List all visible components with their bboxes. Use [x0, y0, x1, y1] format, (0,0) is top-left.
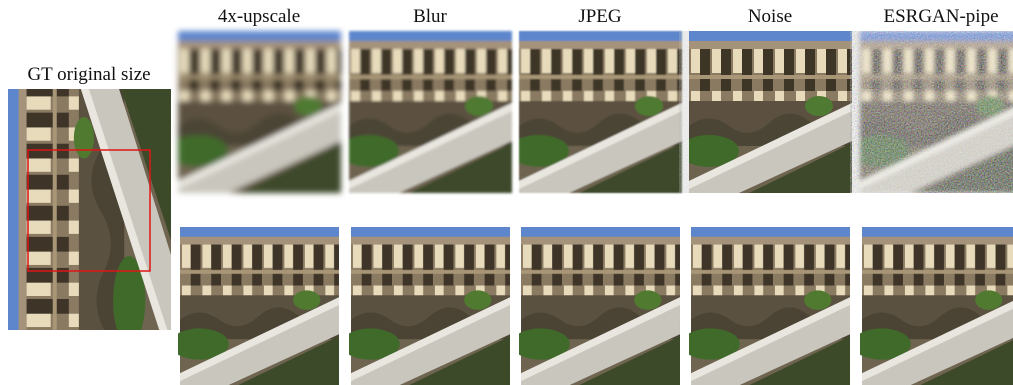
degraded-image [679, 31, 852, 193]
column-label: Blur [413, 6, 447, 27]
restored-image [170, 227, 339, 385]
column-label: Noise [748, 6, 792, 27]
degraded-image [339, 31, 512, 193]
restored-image [852, 227, 1013, 385]
restored-image [341, 227, 510, 385]
restored-image [511, 227, 680, 385]
gt-image [8, 89, 171, 345]
degraded-image [168, 31, 341, 193]
column-label: ESRGAN-pipe [883, 6, 998, 27]
column-label: 4x-upscale [218, 6, 300, 27]
figure: GT original size 4x-upscale Blur JPEG Noise… [0, 0, 1013, 385]
degraded-image [509, 31, 682, 193]
column-label: JPEG [578, 6, 622, 27]
degraded-image [850, 31, 1013, 193]
columns: 4x-upscale Blur JPEG Noise ESRGAN-pipe [168, 6, 1013, 385]
gt-label: GT original size [27, 64, 150, 85]
restored-image [681, 227, 850, 385]
